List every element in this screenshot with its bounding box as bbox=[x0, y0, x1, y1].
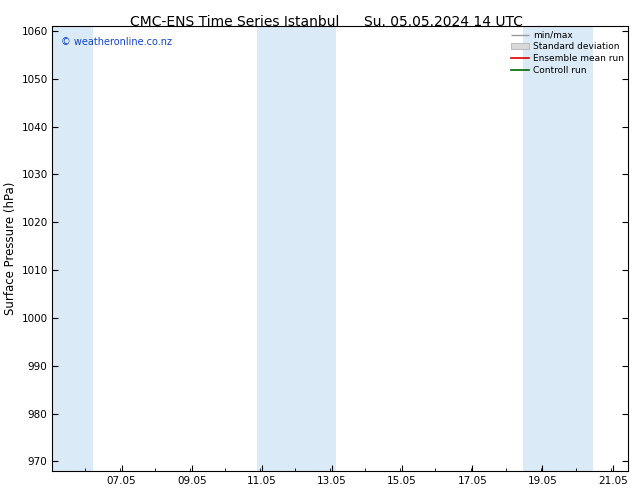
Bar bbox=[523, 26, 593, 471]
Text: Su. 05.05.2024 14 UTC: Su. 05.05.2024 14 UTC bbox=[365, 15, 523, 29]
Text: CMC-ENS Time Series Istanbul: CMC-ENS Time Series Istanbul bbox=[130, 15, 339, 29]
Y-axis label: Surface Pressure (hPa): Surface Pressure (hPa) bbox=[4, 182, 17, 315]
Legend: min/max, Standard deviation, Ensemble mean run, Controll run: min/max, Standard deviation, Ensemble me… bbox=[511, 31, 624, 75]
Text: © weatheronline.co.nz: © weatheronline.co.nz bbox=[61, 37, 172, 48]
Bar bbox=[257, 26, 335, 471]
Bar bbox=[53, 26, 93, 471]
